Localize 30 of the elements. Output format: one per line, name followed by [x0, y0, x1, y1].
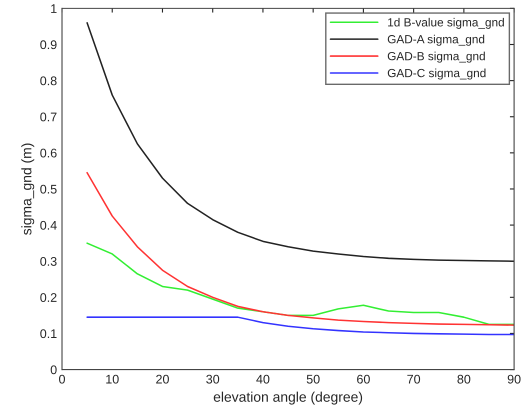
legend-label: GAD-A sigma_gnd: [388, 34, 484, 46]
x-tick-label: 50: [306, 374, 320, 384]
y-tick-label: 0: [50, 365, 57, 374]
x-tick-label: 70: [407, 374, 420, 384]
y-tick-label: 0.3: [40, 257, 57, 266]
y-tick-label: 0.1: [40, 329, 57, 338]
y-tick-label: 0.7: [40, 112, 57, 122]
y-tick-label: 0.6: [40, 148, 57, 158]
legend-label: GAD-C sigma_gnd: [388, 68, 486, 80]
line-series: [86, 316, 514, 336]
y-axis-title: sigma_gnd (m): [21, 144, 34, 235]
x-axis-title: elevation angle (degree): [214, 392, 362, 405]
legend-label: GAD-B sigma_gnd: [388, 52, 485, 63]
x-tick-label: 0: [59, 374, 65, 384]
x-tick-label: 90: [508, 374, 521, 384]
x-tick-label: 40: [256, 374, 270, 384]
legend-label: 1d B-value sigma_gnd: [388, 18, 504, 29]
x-tick-label: 80: [457, 374, 470, 384]
y-tick-label: 1: [51, 4, 57, 13]
y-tick-label: 0.8: [40, 76, 57, 86]
y-tick-label: 0.4: [40, 220, 57, 230]
y-tick-label: 0.5: [40, 184, 57, 194]
x-tick-label: 20: [156, 374, 169, 384]
x-tick-label: 10: [106, 374, 119, 384]
line-series: [86, 172, 514, 326]
x-tick-label: 60: [357, 374, 370, 384]
x-tick-label: 30: [206, 374, 220, 384]
y-tick-label: 0.9: [40, 40, 57, 50]
line-series: [86, 242, 514, 326]
y-tick-label: 0.2: [40, 293, 57, 302]
